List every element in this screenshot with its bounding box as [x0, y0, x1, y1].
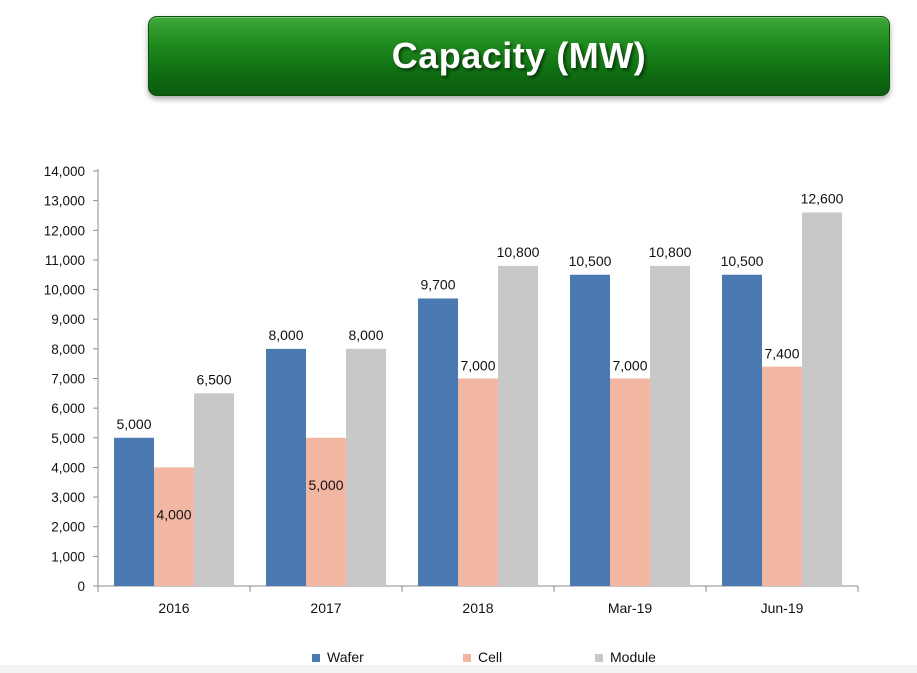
y-tick-label: 3,000 [51, 490, 85, 505]
wafer-bar [266, 348, 306, 586]
wafer-data-label: 9,700 [420, 276, 455, 292]
y-tick-label: 5,000 [51, 431, 85, 446]
y-tick-label: 6,000 [51, 401, 85, 416]
module-data-label: 10,800 [649, 244, 692, 260]
footer-strip [0, 665, 917, 673]
module-data-label: 6,500 [196, 371, 231, 387]
cell-data-label: 4,000 [156, 506, 191, 522]
module-bar [802, 212, 842, 586]
module-legend-label: Module [610, 649, 656, 665]
module-data-label: 12,600 [801, 191, 844, 207]
y-tick-label: 8,000 [51, 342, 85, 357]
y-tick-label: 4,000 [51, 460, 85, 475]
y-tick-label: 14,000 [44, 164, 85, 179]
y-tick-label: 7,000 [51, 372, 85, 387]
wafer-data-label: 5,000 [116, 416, 151, 432]
module-bar [498, 265, 538, 586]
cell-bar [154, 467, 194, 586]
cell-bar [306, 437, 346, 586]
wafer-data-label: 10,500 [569, 253, 612, 269]
y-tick-label: 9,000 [51, 312, 85, 327]
cell-legend-label: Cell [478, 649, 502, 665]
wafer-bar [722, 274, 762, 586]
cell-bar [458, 378, 498, 586]
y-tick-label: 0 [77, 579, 85, 594]
wafer-data-label: 10,500 [721, 253, 764, 269]
x-category-label: 2017 [310, 600, 341, 616]
y-tick-label: 10,000 [44, 283, 85, 298]
cell-data-label: 7,000 [460, 358, 495, 374]
cell-data-label: 7,000 [612, 358, 647, 374]
x-category-label: Jun-19 [761, 600, 804, 616]
cell-legend-swatch [463, 654, 471, 662]
y-tick-label: 12,000 [44, 223, 85, 238]
wafer-legend-swatch [312, 654, 320, 662]
cell-data-label: 7,400 [764, 346, 799, 362]
x-category-label: Mar-19 [608, 600, 653, 616]
wafer-legend-label: Wafer [327, 649, 364, 665]
module-bar [346, 348, 386, 586]
module-legend-swatch [595, 654, 603, 662]
y-tick-label: 2,000 [51, 520, 85, 535]
y-tick-label: 13,000 [44, 194, 85, 209]
module-data-label: 10,800 [497, 244, 540, 260]
y-tick-label: 1,000 [51, 549, 85, 564]
module-bar [194, 393, 234, 586]
wafer-data-label: 8,000 [268, 327, 303, 343]
cell-bar [762, 366, 802, 586]
x-category-label: 2018 [462, 600, 493, 616]
wafer-bar [114, 437, 154, 586]
title-banner: Capacity (MW) [148, 16, 890, 96]
cell-bar [610, 378, 650, 586]
cell-data-label: 5,000 [308, 477, 343, 493]
wafer-bar [570, 274, 610, 586]
y-tick-label: 11,000 [45, 253, 85, 268]
module-data-label: 8,000 [348, 327, 383, 343]
page-title: Capacity (MW) [391, 35, 647, 76]
module-bar [650, 265, 690, 586]
wafer-bar [418, 298, 458, 586]
x-category-label: 2016 [158, 600, 189, 616]
